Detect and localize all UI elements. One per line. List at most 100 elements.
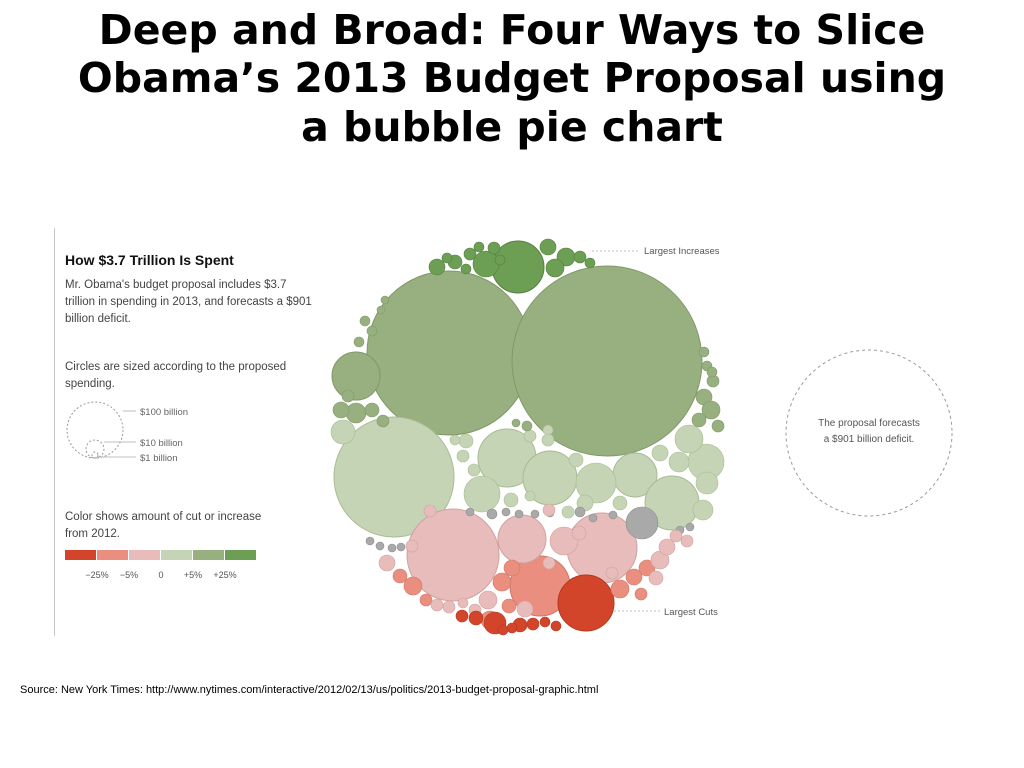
budget-bubble [376, 305, 386, 315]
budget-bubble [387, 543, 397, 553]
budget-bubble [492, 572, 512, 592]
budget-bubble [514, 509, 524, 519]
color-note: Color shows amount of cut or increase fr… [65, 511, 262, 540]
color-legend-swatch [225, 550, 256, 560]
budget-bubble [376, 414, 390, 428]
budget-bubble [549, 526, 579, 556]
budget-bubble [468, 610, 484, 626]
budget-bubble [345, 402, 367, 424]
color-legend-tick: 0 [158, 570, 163, 580]
intro-text: Mr. Obama's budget proposal includes $3.… [65, 279, 312, 325]
budget-bubble [573, 250, 587, 264]
budget-bubble [648, 570, 664, 586]
size-legend-label: $1 billion [140, 453, 178, 464]
source-note: Source: New York Times: http://www.nytim… [20, 684, 599, 696]
budget-bubble [403, 576, 423, 596]
budget-bubble [406, 508, 500, 602]
title-line: Deep and Broad: Four Ways to Slice [98, 6, 926, 54]
deficit-text: The proposal forecasts [818, 418, 920, 429]
largest-cuts-label: Largest Cuts [664, 607, 718, 618]
budget-bubble [680, 534, 694, 548]
budget-bubble [467, 463, 481, 477]
budget-bubble [465, 507, 475, 517]
budget-bubble [366, 325, 378, 337]
budget-bubble [449, 434, 461, 446]
budget-bubble [511, 265, 703, 457]
budget-bubble [423, 504, 437, 518]
budget-bubble [456, 449, 470, 463]
budget-bubble [695, 471, 719, 495]
budget-bubble [539, 238, 557, 256]
budget-bubble [698, 346, 710, 358]
budget-bubble [545, 258, 565, 278]
title-line: a bubble pie chart [301, 102, 723, 151]
budget-bubble [497, 514, 547, 564]
budget-bubble [530, 509, 540, 519]
budget-bubble [501, 598, 517, 614]
budget-bubble [455, 609, 469, 623]
color-legend-swatch [129, 550, 160, 560]
budget-bubble [584, 257, 596, 269]
budget-bubble [430, 598, 444, 612]
budget-bubble [523, 429, 537, 443]
budget-bubble [691, 412, 707, 428]
color-legend-swatch [161, 550, 192, 560]
largest-increases-label: Largest Increases [644, 246, 720, 257]
budget-bubble [542, 556, 556, 570]
budget-bubble [501, 507, 511, 517]
budget-bubble [396, 542, 406, 552]
color-legend-tick: +5% [184, 570, 202, 580]
budget-bubble [503, 559, 521, 577]
size-legend: $100 billion $10 billion $1 billion [66, 401, 188, 464]
size-legend-label: $10 billion [140, 438, 183, 449]
bubble-cluster [330, 238, 725, 636]
budget-bubble [463, 475, 501, 513]
budget-bubble [575, 462, 617, 504]
budget-bubble [692, 499, 714, 521]
size-legend-circle-medium [85, 439, 105, 459]
budget-bubble [521, 420, 533, 432]
deficit-circle [785, 349, 953, 517]
color-legend-tick: −5% [120, 570, 138, 580]
budget-bubble [669, 529, 683, 543]
color-legend-swatch [65, 550, 96, 560]
budget-bubble [333, 416, 455, 538]
budget-bubble [457, 597, 469, 609]
size-legend-circle-large [66, 401, 124, 459]
budget-bubble [668, 451, 690, 473]
budget-bubble [331, 351, 381, 401]
budget-bubble [375, 541, 385, 551]
budget-bubble [359, 315, 371, 327]
chart-legend-panel: How $3.7 Trillion Is Spent Mr. Obama's b… [54, 228, 315, 636]
budget-bubble [541, 433, 555, 447]
budget-bubble [463, 247, 477, 261]
budget-bubble [486, 508, 498, 520]
budget-bubble [588, 513, 598, 523]
title-line: Obama’s 2013 Budget Proposal using [77, 54, 947, 103]
budget-bubble [685, 522, 695, 532]
color-legend: −25% −5% 0 +5% +25% [65, 550, 256, 580]
budget-bubble [610, 579, 630, 599]
budget-bubble [634, 587, 648, 601]
budget-bubble [658, 538, 676, 556]
budget-bubble [497, 624, 509, 636]
size-legend-label: $100 billion [140, 407, 188, 418]
chart-heading: How $3.7 Trillion Is Spent [65, 252, 234, 268]
budget-bubble [365, 536, 375, 546]
annotations: Largest Increases Largest Cuts The propo… [592, 246, 953, 618]
budget-bubble [651, 444, 669, 462]
budget-bubble [561, 505, 575, 519]
budget-bubble [392, 568, 408, 584]
budget-bubble [526, 617, 540, 631]
budget-bubble [503, 492, 519, 508]
budget-bubble [458, 433, 474, 449]
color-legend-tick: −25% [85, 570, 108, 580]
slide-title: Deep and Broad: Four Ways to Slice Obama… [40, 6, 984, 151]
budget-bubble [701, 400, 721, 420]
budget-bubble [441, 252, 453, 264]
budget-bubble [472, 250, 500, 278]
budget-bubble [494, 254, 506, 266]
size-legend-circle-small [91, 451, 99, 459]
budget-bubble [574, 506, 586, 518]
